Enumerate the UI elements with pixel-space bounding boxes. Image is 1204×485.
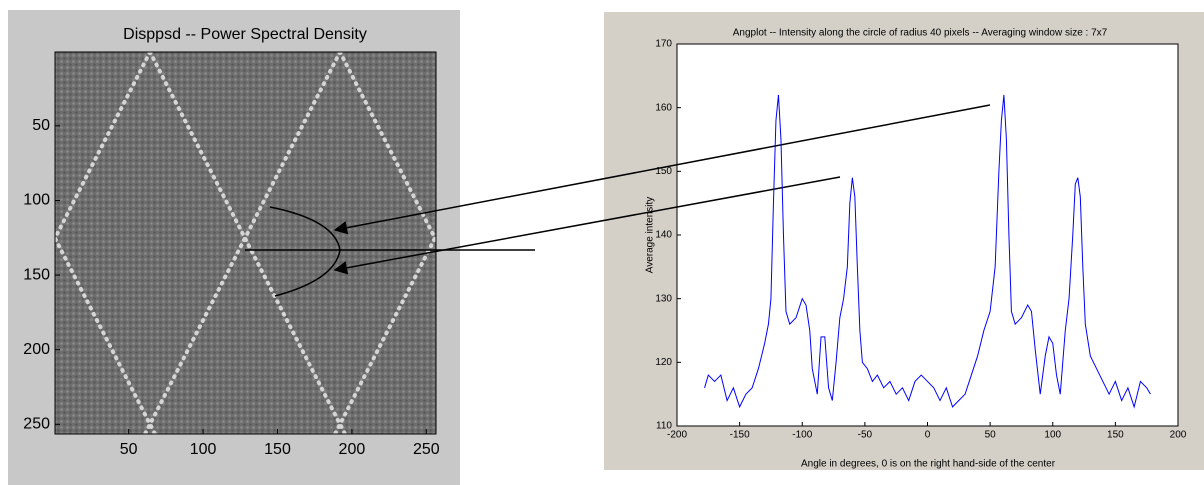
x-tick-label: 50 — [120, 441, 138, 458]
x-tick-label: 200 — [339, 441, 366, 458]
x-tick-label: 200 — [1170, 430, 1187, 441]
x-tick-label: 100 — [1044, 430, 1061, 441]
y-tick-label: 150 — [655, 166, 672, 177]
x-tick-label: 150 — [264, 441, 291, 458]
plot-title: Angplot -- Intensity along the circle of… — [733, 28, 1108, 39]
x-tick-label: 150 — [1107, 430, 1124, 441]
psd-image — [55, 52, 436, 434]
y-tick-label: 140 — [655, 230, 672, 241]
y-tick-label: 100 — [23, 192, 50, 209]
x-tick-label: 100 — [190, 441, 217, 458]
y-axis-label: Average intensity — [645, 197, 656, 274]
y-tick-label: 150 — [23, 266, 50, 283]
image-frame — [54, 51, 437, 435]
x-tick-label: -200 — [667, 430, 687, 441]
y-tick-label: 120 — [655, 357, 672, 368]
data-line — [704, 94, 1151, 409]
y-tick-label: 200 — [23, 341, 50, 358]
x-tick-label: 250 — [413, 441, 440, 458]
image-title: Disppsd -- Power Spectral Density — [123, 26, 367, 43]
y-tick-label: 250 — [23, 416, 50, 433]
x-tick-label: 0 — [925, 430, 931, 441]
annotations — [245, 104, 991, 297]
y-tick-label: 110 — [656, 421, 672, 432]
y-tick-label: 50 — [32, 117, 50, 134]
x-tick-label: -50 — [858, 430, 873, 441]
plot-area — [676, 43, 1179, 427]
x-tick-label: -100 — [792, 430, 812, 441]
x-tick-label: 50 — [985, 430, 997, 441]
x-tick-label: -150 — [730, 430, 750, 441]
y-tick-label: 170 — [655, 39, 672, 50]
x-axis-label: Angle in degrees, 0 is on the right hand… — [801, 459, 1056, 470]
y-tick-label: 130 — [655, 293, 672, 304]
y-tick-label: 160 — [655, 102, 672, 113]
